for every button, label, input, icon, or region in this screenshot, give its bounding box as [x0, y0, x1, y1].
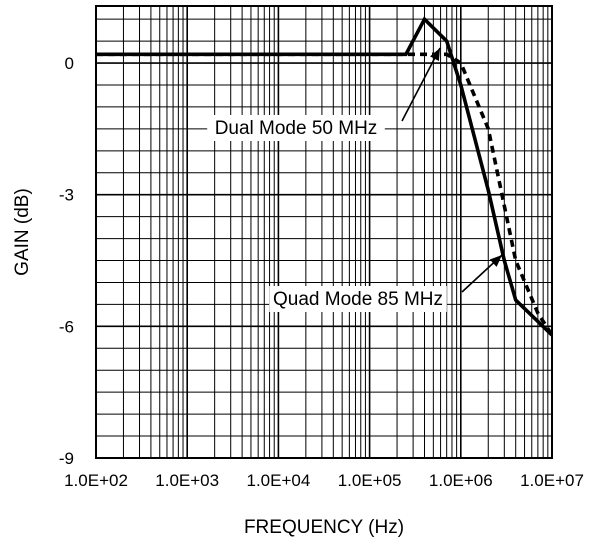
annotation-arrow-quad-mode — [489, 255, 502, 267]
x-tick-label: 1.0E+03 — [155, 471, 219, 490]
x-axis-label: FREQUENCY (Hz) — [244, 517, 404, 538]
x-tick-label: 1.0E+02 — [64, 471, 128, 490]
series-line-quad-mode — [96, 16, 554, 337]
annotation-background-quad-mode — [269, 286, 447, 312]
series-layer — [96, 16, 554, 337]
y-tick-label: -9 — [59, 449, 74, 468]
grid — [95, 6, 552, 459]
annotation-label-dual-mode: Dual Mode 50 MHz — [215, 118, 378, 139]
x-tick-label: 1.0E+05 — [338, 471, 402, 490]
x-tick-label: 1.0E+04 — [246, 471, 310, 490]
annotation-leader-dual-mode — [401, 47, 441, 122]
annotation-layer: Dual Mode 50 MHz Quad Mode 85 MHz — [207, 47, 503, 312]
plot-frame — [95, 5, 553, 459]
x-tick-label: 1.0E+06 — [429, 471, 493, 490]
tick-labels: 1.0E+02 1.0E+03 1.0E+04 1.0E+05 1.0E+06 1.0E+… — [59, 54, 584, 490]
y-axis-label: GAIN (dB) — [12, 188, 33, 276]
y-tick-label: -6 — [59, 317, 74, 336]
annotation-background-dual-mode — [207, 115, 385, 141]
y-tick-label: -3 — [59, 186, 74, 205]
x-tick-label: 1.0E+07 — [520, 471, 584, 490]
annotation-label-quad-mode: Quad Mode 85 MHz — [273, 289, 443, 310]
y-tick-label: 0 — [65, 54, 74, 73]
annotation-arrow-dual-mode — [430, 48, 440, 61]
